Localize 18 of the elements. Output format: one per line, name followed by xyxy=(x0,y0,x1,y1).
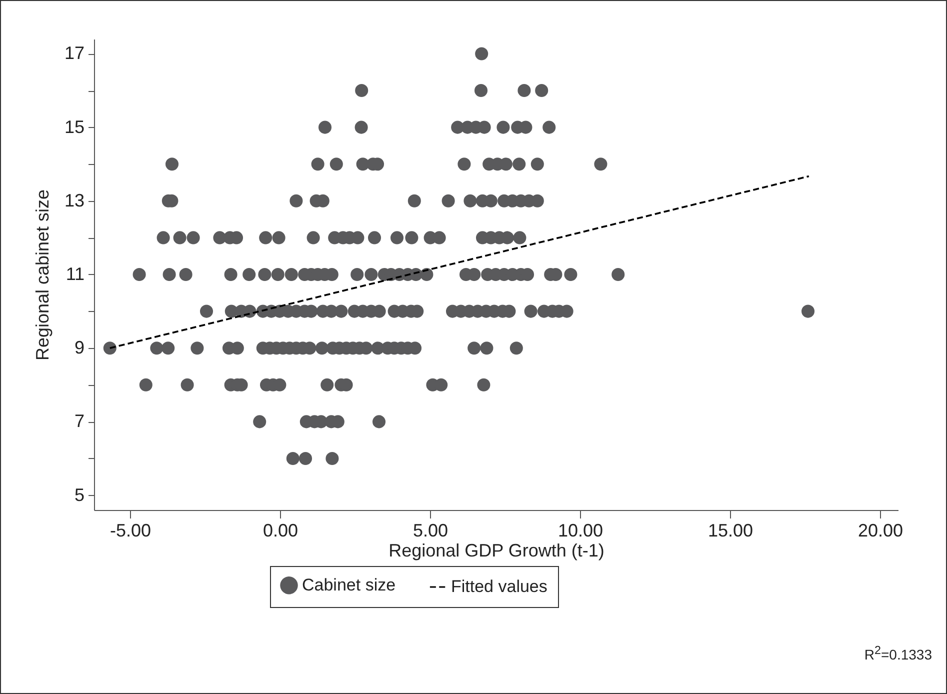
y-tick-label: 7 xyxy=(74,411,84,432)
y-axis-title: Regional cabinet size xyxy=(32,189,52,361)
y-tick-label: 9 xyxy=(74,338,84,358)
y-tick-label: 13 xyxy=(64,190,84,210)
text: R$^{2}$=0.1333 xyxy=(864,644,932,663)
y-tick-label: 11 xyxy=(66,264,84,284)
x-tick-label: -5.00 xyxy=(110,520,152,540)
x-axis-title: Regional GDP Growth (t-1) xyxy=(388,540,604,560)
x-tick-label: 5.00 xyxy=(412,520,448,540)
x-tick-label: 10.00 xyxy=(558,520,604,540)
x-tick-label: 15.00 xyxy=(708,520,754,540)
x-tick-label: 0.00 xyxy=(262,520,298,540)
x-tick-label: 20.00 xyxy=(858,520,904,540)
y-tick-label: 17 xyxy=(64,43,84,64)
legend-label: Fitted values xyxy=(451,577,548,596)
y-tick-label: 5 xyxy=(74,484,84,505)
y-tick-label: 15 xyxy=(64,116,84,137)
legend-label: Cabinet size xyxy=(302,575,396,594)
